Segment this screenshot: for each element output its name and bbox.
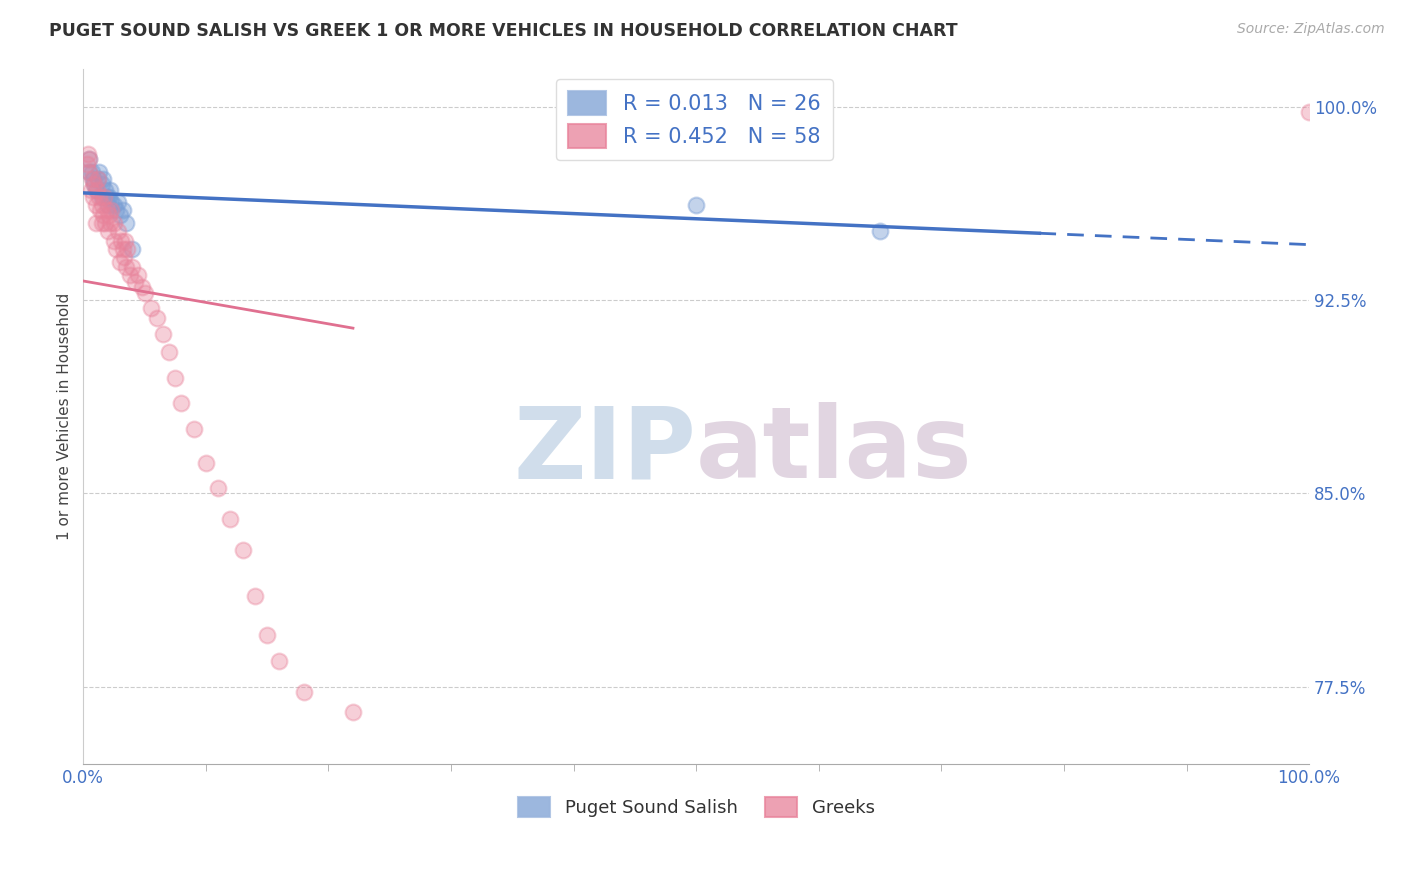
Point (685, 198, 707, 212)
Point (131, 280, 153, 294)
Point (219, 512, 242, 526)
Point (90, 216, 112, 230)
Point (89, 190, 111, 204)
Text: ZIP: ZIP (513, 402, 696, 500)
Point (1298, 105, 1320, 120)
Point (89, 203, 111, 218)
Point (243, 590, 266, 604)
Point (103, 198, 125, 212)
Point (342, 706, 364, 720)
Text: PUGET SOUND SALISH VS GREEK 1 OR MORE VEHICLES IN HOUSEHOLD CORRELATION CHART: PUGET SOUND SALISH VS GREEK 1 OR MORE VE… (49, 22, 957, 40)
Point (100, 195, 122, 210)
Legend: Puget Sound Salish, Greeks: Puget Sound Salish, Greeks (510, 790, 882, 824)
Point (86, 183, 108, 197)
Text: atlas: atlas (696, 402, 973, 500)
Point (194, 456, 217, 470)
Point (146, 311, 169, 326)
Point (90, 178, 112, 192)
Point (292, 684, 315, 698)
Point (98, 183, 121, 197)
Point (82, 172, 104, 186)
Point (90, 198, 112, 212)
Point (79, 152, 101, 166)
Point (87, 172, 110, 186)
Point (105, 242, 128, 256)
Point (82, 190, 104, 204)
Point (232, 543, 254, 558)
Point (114, 234, 136, 248)
Point (94, 183, 117, 197)
Point (76, 157, 98, 171)
Point (87, 172, 110, 186)
Point (108, 208, 131, 222)
Point (115, 260, 138, 274)
Point (103, 234, 125, 248)
Point (100, 203, 122, 218)
Point (157, 344, 180, 359)
Point (869, 224, 891, 238)
Point (256, 628, 278, 642)
Point (98, 216, 121, 230)
Point (207, 481, 229, 495)
Point (134, 285, 156, 300)
Point (96, 203, 118, 218)
Point (79, 164, 101, 178)
Point (170, 396, 193, 410)
Point (139, 301, 162, 315)
Point (79, 164, 101, 178)
Point (97, 224, 120, 238)
Point (107, 195, 129, 210)
Point (117, 242, 139, 256)
Point (112, 250, 135, 264)
Point (90, 190, 112, 204)
Point (98, 190, 121, 204)
Point (121, 260, 143, 274)
Point (152, 326, 174, 341)
Point (269, 654, 291, 668)
Point (84, 198, 107, 212)
Point (127, 268, 149, 282)
Point (96, 190, 118, 204)
Point (98, 208, 121, 222)
Point (165, 370, 187, 384)
Point (79, 152, 101, 166)
Point (103, 216, 125, 230)
Point (111, 242, 134, 256)
Point (80, 172, 103, 186)
Point (91, 208, 114, 222)
Point (77, 146, 100, 161)
Point (84, 183, 107, 197)
Text: Source: ZipAtlas.com: Source: ZipAtlas.com (1237, 22, 1385, 37)
Point (94, 216, 117, 230)
Point (183, 422, 205, 436)
Point (118, 268, 141, 282)
Point (80, 164, 103, 178)
Point (83, 178, 105, 192)
Point (124, 275, 146, 289)
Point (115, 216, 138, 230)
Point (121, 242, 143, 256)
Point (84, 216, 107, 230)
Point (110, 234, 132, 248)
Point (89, 164, 111, 178)
Point (83, 178, 105, 192)
Point (107, 224, 129, 238)
Point (111, 203, 134, 218)
Y-axis label: 1 or more Vehicles in Household: 1 or more Vehicles in Household (58, 293, 72, 540)
Point (93, 190, 115, 204)
Point (97, 198, 120, 212)
Point (105, 203, 128, 218)
Point (79, 183, 101, 197)
Point (91, 172, 114, 186)
Point (108, 254, 131, 268)
